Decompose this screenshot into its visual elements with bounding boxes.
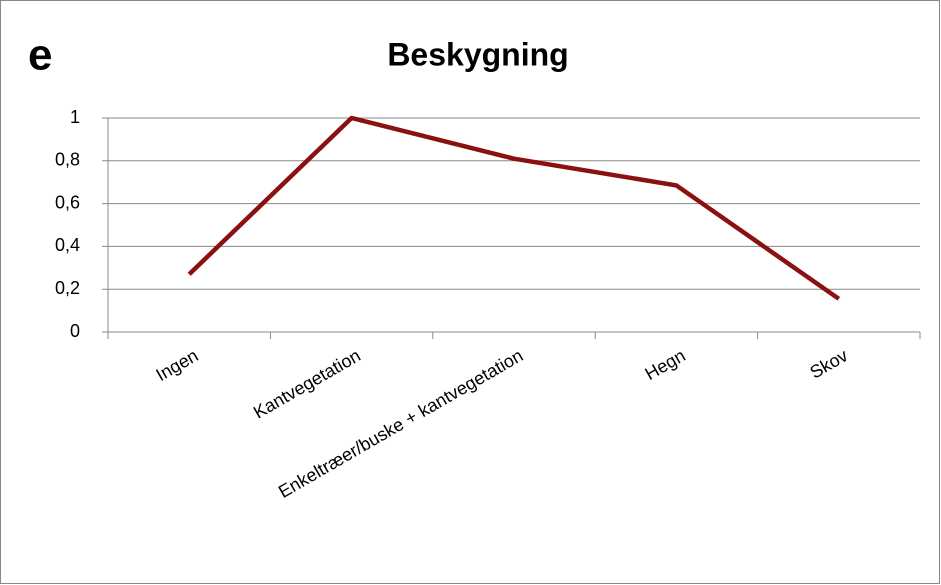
panel-label: e — [28, 31, 52, 80]
chart-title: Beskygning — [387, 36, 568, 72]
line — [187, 115, 841, 301]
y-tick-label: 0,2 — [55, 278, 80, 298]
y-tick-label: 0 — [70, 321, 80, 341]
y-tick-label: 0,8 — [55, 150, 80, 170]
y-tick-label: 0,6 — [55, 192, 80, 212]
y-tick-label: 1 — [70, 107, 80, 127]
y-tick-label: 0,4 — [55, 235, 80, 255]
